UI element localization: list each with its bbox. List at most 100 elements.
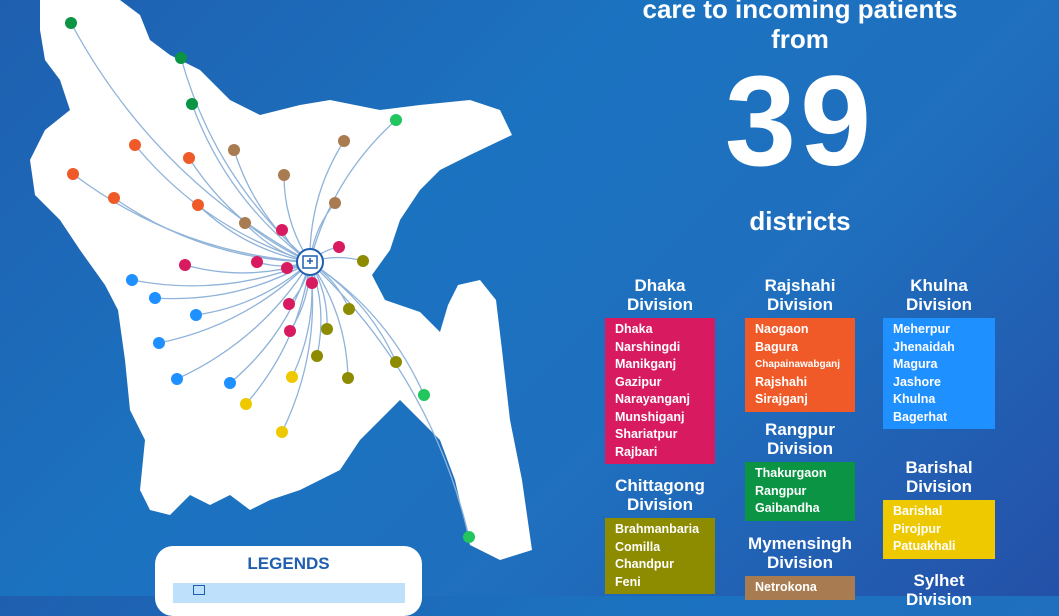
district-list: Netrokona	[745, 576, 855, 600]
division-title: Mymensingh Division	[745, 534, 855, 572]
division-title: Chittagong Division	[605, 476, 715, 514]
district-item: Pirojpur	[893, 521, 941, 536]
division-dhaka: Dhaka Division Dhaka Narshingdi Manikganj Gaz…	[605, 276, 715, 464]
district-item: Patuakhali	[893, 539, 956, 553]
district-item: Netrokona	[755, 580, 817, 594]
district-item: Bagerhat	[893, 409, 948, 424]
district-list: Dhaka Narshingdi Manikganj Gazipur Narayanga…	[605, 318, 715, 464]
district-dot-rajshahi	[129, 139, 141, 151]
division-khulna: Khulna Division Meherpur Jhenaidah Magura Jas…	[883, 276, 995, 429]
district-dot-dhaka	[306, 277, 318, 289]
district-dot-rangpur	[65, 17, 77, 29]
connection-line	[309, 140, 345, 263]
district-dot-chittagong	[357, 255, 369, 267]
district-item: Rajbari	[615, 444, 658, 459]
connection-line	[158, 261, 311, 344]
district-dot-dhaka	[251, 256, 263, 268]
district-item: Sirajganj	[755, 392, 808, 406]
district-dot-rangpur	[186, 98, 198, 110]
district-dot-mymensingh	[329, 197, 341, 209]
district-dot-dhaka	[276, 224, 288, 236]
district-dot-barishal	[286, 371, 298, 383]
district-item: Rangpur	[755, 483, 807, 498]
district-item: Narayanganj	[615, 392, 691, 406]
bangladesh-map	[30, 0, 532, 560]
connection-line	[229, 261, 311, 384]
district-dot-chittagong	[343, 303, 355, 315]
district-item: Gaibandha	[755, 501, 820, 515]
district-item: Shariatpur	[615, 427, 678, 441]
division-label: Division	[766, 553, 834, 572]
district-item: Munshiganj	[615, 409, 685, 424]
division-title: Barishal Division	[883, 458, 995, 496]
district-dot-rangpur	[175, 52, 187, 64]
division-label: Division	[626, 495, 694, 514]
connection-line	[176, 261, 311, 380]
division-name: Sylhet	[913, 571, 965, 590]
district-item: Rajshahi	[755, 374, 808, 389]
connection-line	[70, 22, 311, 263]
division-label: Division	[905, 477, 973, 496]
connection-line	[309, 119, 397, 263]
country-outline	[30, 0, 532, 560]
district-dot-mymensingh	[278, 169, 290, 181]
district-dot-chittagong	[390, 356, 402, 368]
division-name: Chittagong	[615, 476, 705, 495]
district-dot-sylhet	[418, 389, 430, 401]
connection-line	[154, 261, 311, 300]
connection-line	[309, 261, 349, 379]
district-dot-dhaka	[283, 298, 295, 310]
division-title: Khulna Division	[883, 276, 995, 314]
division-name: Rangpur	[765, 420, 835, 439]
district-item: Naogaon	[755, 322, 809, 336]
headline-unit: districts	[749, 206, 851, 236]
district-list: Thakurgaon Rangpur Gaibandha	[745, 462, 855, 521]
district-item: Meherpur	[893, 322, 950, 336]
connection-line	[113, 197, 311, 263]
legend-title: LEGENDS	[247, 554, 330, 573]
district-dot-mymensingh	[228, 144, 240, 156]
district-dot-chittagong	[342, 372, 354, 384]
district-dot-sylhet	[390, 114, 402, 126]
district-list: Meherpur Jhenaidah Magura Jashore Khulna Bage…	[883, 318, 995, 429]
district-item: Barishal	[893, 504, 943, 518]
district-item: Magura	[893, 357, 938, 371]
district-item: Narshingdi	[615, 339, 681, 354]
district-dot-khulna	[149, 292, 161, 304]
district-dot-dhaka	[284, 325, 296, 337]
district-list: Brahmanbaria Comilla Chandpur Feni	[605, 518, 715, 594]
district-item: Jhenaidah	[893, 339, 955, 354]
district-item: Jashore	[893, 374, 941, 389]
division-title: Dhaka Division	[605, 276, 715, 314]
connection-line	[195, 261, 311, 316]
division-barishal: Barishal Division Barishal Pirojpur Patuakha…	[883, 458, 995, 559]
district-dot-khulna	[153, 337, 165, 349]
district-dot-barishal	[276, 426, 288, 438]
division-title: Rangpur Division	[745, 420, 855, 458]
connection-line	[233, 149, 311, 263]
district-item: Thakurgaon	[755, 466, 827, 480]
division-sylhet: Sylhet Division	[883, 571, 995, 613]
district-item: Brahmanbaria	[615, 522, 700, 536]
division-name: Dhaka	[634, 276, 686, 295]
district-dot-sylhet	[463, 531, 475, 543]
division-rangpur: Rangpur Division Thakurgaon Rangpur Gaibandh…	[745, 420, 855, 521]
division-chittagong: Chittagong Division Brahmanbaria Comilla Cha…	[605, 476, 715, 594]
district-dot-khulna	[126, 274, 138, 286]
division-name: Mymensingh	[748, 534, 852, 553]
district-item: Feni	[615, 574, 641, 589]
division-label: Division	[905, 590, 973, 609]
headline-line1: care to incoming patients	[642, 0, 958, 24]
district-dot-dhaka	[179, 259, 191, 271]
district-count: 39	[724, 50, 876, 193]
district-dot-mymensingh	[239, 217, 251, 229]
district-dot-rajshahi	[67, 168, 79, 180]
division-label: Division	[766, 439, 834, 458]
district-dot-khulna	[224, 377, 236, 389]
connection-line	[72, 173, 311, 263]
district-item: Gazipur	[615, 374, 662, 389]
division-label: Division	[905, 295, 973, 314]
district-dot-dhaka	[281, 262, 293, 274]
district-item: Manikganj	[615, 357, 677, 371]
district-dot-khulna	[190, 309, 202, 321]
